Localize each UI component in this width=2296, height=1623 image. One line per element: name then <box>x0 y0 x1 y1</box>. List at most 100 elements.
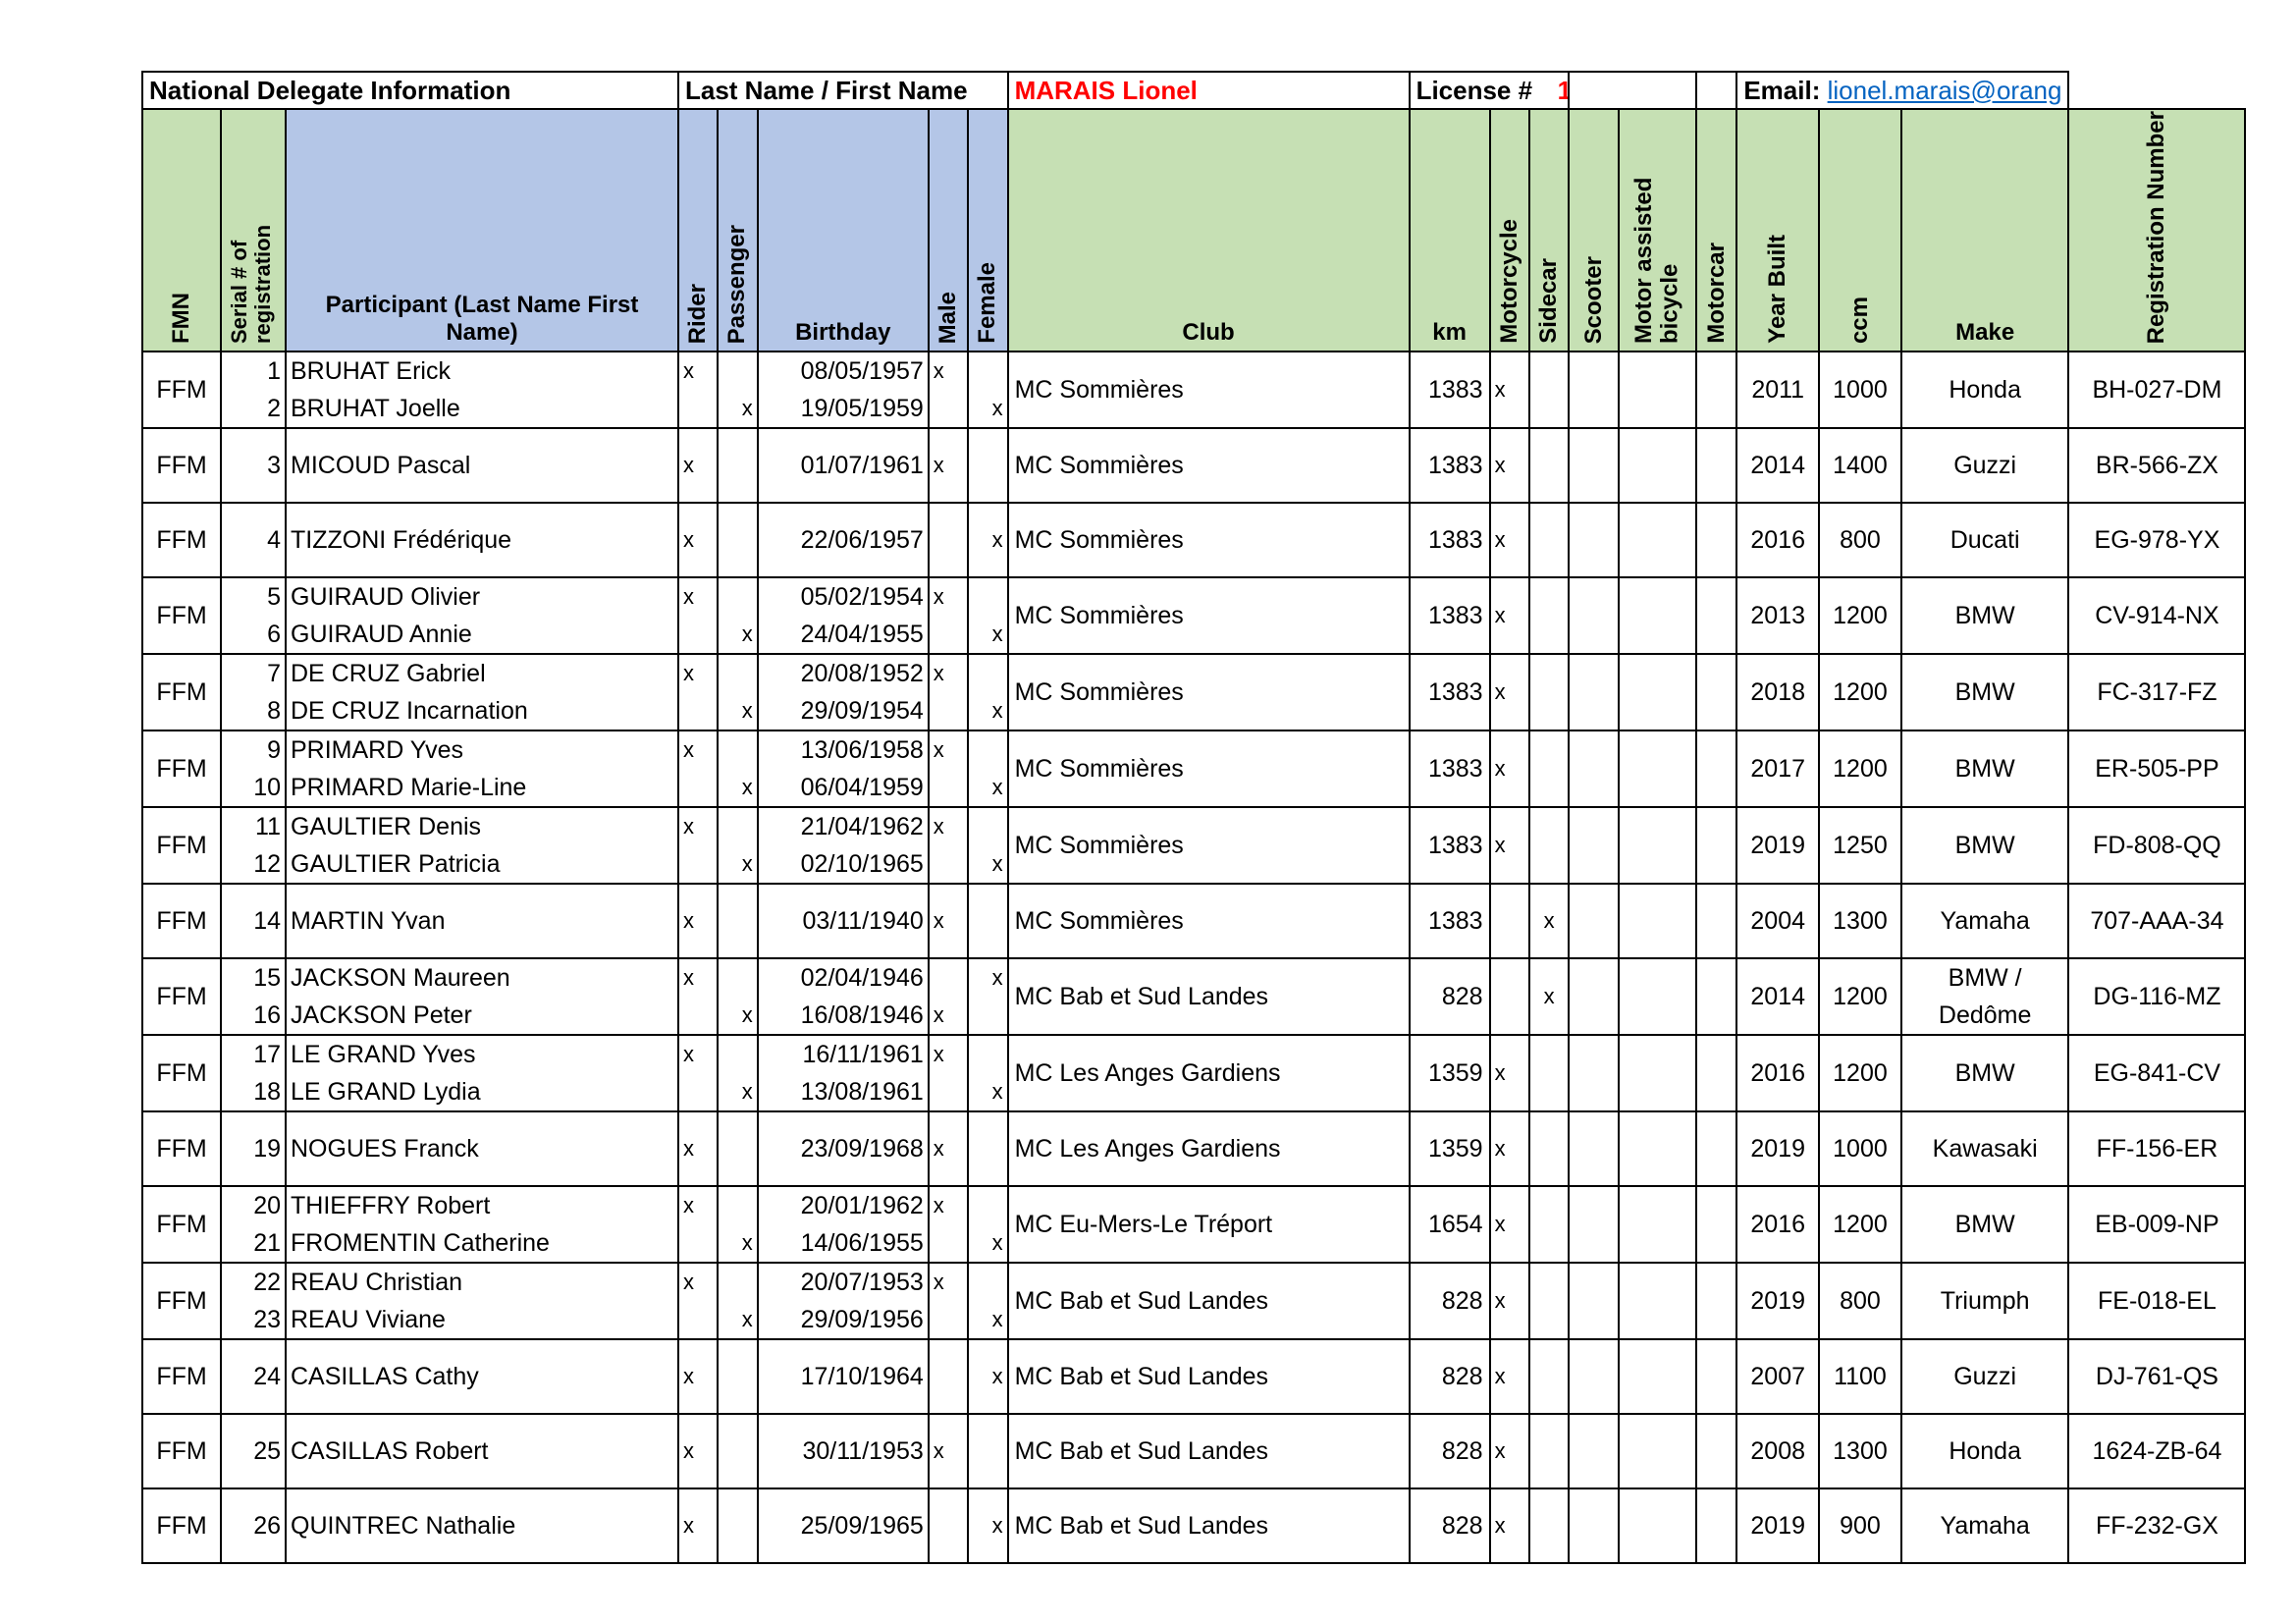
ccm-cell: 1200 <box>1818 957 1902 1036</box>
motorcycle-mark: x <box>1488 351 1530 429</box>
fmn-cell: FFM <box>141 502 222 578</box>
col-passenger: Passenger <box>717 108 759 352</box>
sidecar-mark: x <box>1527 957 1571 1036</box>
participant-name: MARTIN Yvan <box>285 883 679 959</box>
serial-cell: 22 23 <box>220 1262 287 1340</box>
male-mark-value: x <box>933 661 944 685</box>
rider-mark-value: x <box>683 814 694 839</box>
passenger-mark-value <box>722 1188 752 1224</box>
serial-cell: 20 21 <box>220 1185 287 1264</box>
participant-name-value: DE CRUZ Gabriel <box>291 660 486 687</box>
name-label: Last Name / First Name <box>677 71 1009 110</box>
km-cell: 1383 <box>1408 730 1491 808</box>
passenger-mark-value <box>722 656 752 692</box>
birthday-cell-value: 16/08/1946 <box>800 1001 924 1029</box>
registration-cell: EG-978-YX <box>2067 502 2247 578</box>
male-mark: x <box>927 653 970 731</box>
serial-cell: 17 18 <box>220 1034 287 1112</box>
male-mark-value: x <box>933 1002 944 1027</box>
ccm-cell: 1400 <box>1818 427 1902 504</box>
serial-cell-value: 23 <box>253 1306 281 1333</box>
female-mark-value: x <box>991 851 1003 876</box>
registration-sheet: National Delegate Information Last Name … <box>141 71 2247 1564</box>
motorcycle-mark <box>1488 957 1530 1036</box>
rider-mark: x <box>676 502 720 578</box>
scooter-mark <box>1568 1262 1621 1340</box>
birthday-cell-value: 30/11/1953 <box>802 1437 924 1465</box>
make-cell: Kawasaki <box>1899 1110 2070 1187</box>
birthday-cell-value: 13/06/1958 <box>800 736 924 764</box>
club-cell: MC Sommières <box>1006 653 1411 731</box>
club-cell: MC Bab et Sud Landes <box>1006 1413 1411 1489</box>
passenger-mark <box>717 1338 759 1415</box>
rider-mark-value: x <box>683 453 694 477</box>
km-cell: 828 <box>1408 1262 1491 1340</box>
passenger-mark-value: x <box>741 1079 753 1104</box>
email-link[interactable]: lionel.marais@orang <box>1827 75 2062 105</box>
female-mark-value <box>973 656 1002 692</box>
rider-mark: x <box>676 1262 720 1340</box>
male-mark-value: x <box>933 1438 944 1463</box>
year-cell: 2017 <box>1735 730 1821 808</box>
club-cell: MC Sommières <box>1006 427 1411 504</box>
birthday-cell: 01/07/1961 <box>756 427 930 504</box>
rider-mark-value: x <box>683 1042 694 1066</box>
col-male: Male <box>927 108 970 352</box>
female-mark: x <box>967 653 1009 731</box>
serial-cell-value: 26 <box>253 1512 281 1540</box>
female-mark: x <box>967 1338 1009 1415</box>
male-mark-value: x <box>933 737 944 762</box>
passenger-mark-value <box>722 960 752 997</box>
serial-cell-value: 5 <box>267 583 281 611</box>
serial-cell: 25 <box>220 1413 287 1489</box>
make-cell: BMW <box>1899 1034 2070 1112</box>
birthday-cell: 03/11/1940 <box>756 883 930 959</box>
ccm-cell: 800 <box>1818 502 1902 578</box>
scooter-mark <box>1568 427 1621 504</box>
participant-name: BRUHAT Erick BRUHAT Joelle <box>285 351 679 429</box>
serial-cell: 26 <box>220 1488 287 1564</box>
participant-name-value: GAULTIER Patricia <box>291 850 501 878</box>
col-motorcycle: Motorcycle <box>1488 108 1530 352</box>
km-cell: 828 <box>1408 957 1491 1036</box>
female-mark: x <box>967 806 1009 885</box>
participant-name-value: JACKSON Peter <box>291 1001 472 1029</box>
participant-name-value: JACKSON Maureen <box>291 964 510 992</box>
male-mark-value: x <box>933 1042 944 1066</box>
participant-name: GUIRAUD Olivier GUIRAUD Annie <box>285 576 679 655</box>
registration-table: National Delegate Information Last Name … <box>141 71 2247 1564</box>
club-cell: MC Sommières <box>1006 502 1411 578</box>
serial-cell-value: 11 <box>255 813 281 840</box>
serial-cell: 3 <box>220 427 287 504</box>
participant-name: CASILLAS Robert <box>285 1413 679 1489</box>
passenger-mark-value <box>722 430 752 501</box>
motorcar-mark <box>1695 806 1738 885</box>
email-label: Email: <box>1743 75 1821 105</box>
table-row: FFM 11 12 GAULTIER Denis GAULTIER Patricia x x… <box>141 806 2247 885</box>
year-cell: 2018 <box>1735 653 1821 731</box>
participant-name-value: QUINTREC Nathalie <box>291 1512 516 1540</box>
passenger-mark-value <box>722 353 752 390</box>
birthday-cell-value: 29/09/1954 <box>800 697 924 725</box>
rider-mark-value: x <box>683 965 694 990</box>
sidecar-mark <box>1527 502 1571 578</box>
rider-mark: x <box>676 427 720 504</box>
participant-name: LE GRAND Yves LE GRAND Lydia <box>285 1034 679 1112</box>
club-cell: MC Bab et Sud Landes <box>1006 1262 1411 1340</box>
serial-cell-value: 14 <box>253 907 281 935</box>
participant-name-value: LE GRAND Yves <box>291 1041 476 1068</box>
motorcar-mark <box>1695 351 1738 429</box>
column-header-row: FMN Serial # of registration Participant… <box>141 108 2247 352</box>
passenger-mark <box>717 427 759 504</box>
club-cell: MC Bab et Sud Landes <box>1006 957 1411 1036</box>
km-cell: 1383 <box>1408 427 1491 504</box>
table-row: FFM 14 MARTIN Yvan x 03/11/1940 x MC Sommières… <box>141 883 2247 959</box>
serial-cell-value: 3 <box>267 452 281 479</box>
motor-assisted-mark <box>1618 806 1698 885</box>
scooter-mark <box>1568 653 1621 731</box>
sidecar-mark <box>1527 806 1571 885</box>
passenger-mark-value: x <box>741 622 753 646</box>
participant-name: MICOUD Pascal <box>285 427 679 504</box>
male-mark-value <box>934 1073 963 1109</box>
motorcycle-mark <box>1488 883 1530 959</box>
